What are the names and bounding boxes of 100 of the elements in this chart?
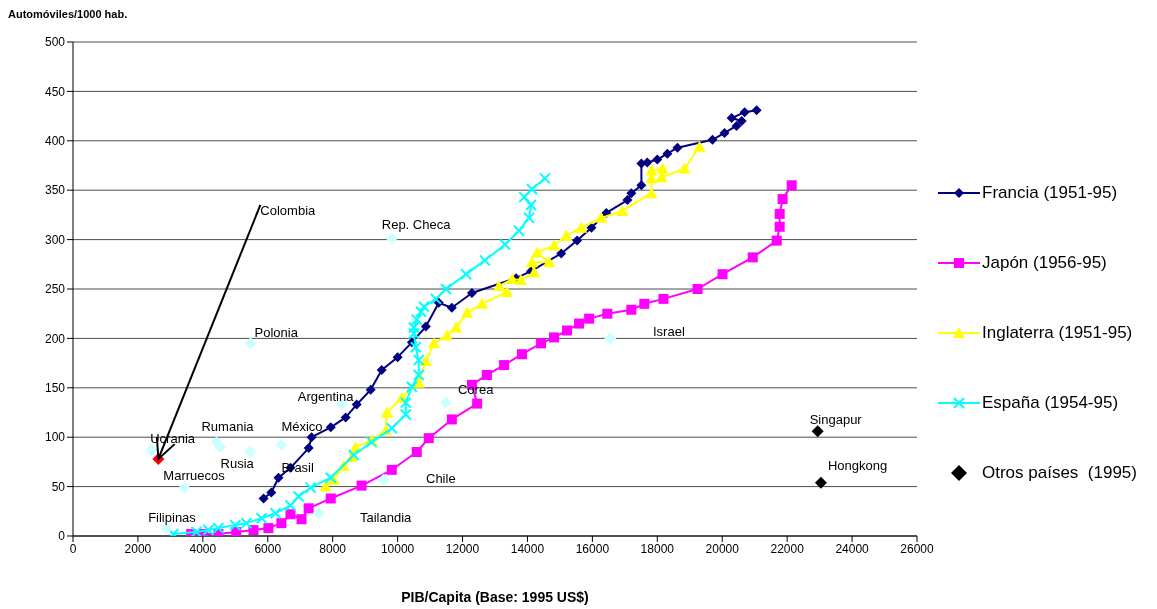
point [514, 274, 527, 286]
x-tick-label: 8000 [319, 541, 347, 556]
annotation: Singapur [809, 412, 863, 428]
y-axis-title: Automóviles/1000 hab. [8, 8, 128, 20]
y-tick-label: 150 [44, 381, 66, 396]
point [365, 384, 376, 395]
point [481, 369, 492, 380]
y-tick-label: 50 [51, 479, 66, 494]
point [731, 120, 742, 131]
point [707, 134, 718, 145]
point [626, 188, 637, 199]
x-tick-label: 6000 [254, 541, 282, 556]
x-tick-label: 12000 [445, 541, 480, 556]
point [719, 127, 730, 138]
point [548, 239, 561, 251]
point [392, 352, 403, 363]
point [439, 283, 452, 295]
legend-label: Japón (1956-95) [982, 253, 1107, 273]
annotation: Argentina [297, 388, 355, 404]
point [399, 408, 412, 421]
point [560, 229, 573, 241]
point [292, 490, 305, 503]
point [602, 308, 613, 319]
point [325, 493, 336, 504]
point [562, 325, 573, 336]
y-tick-label: 250 [44, 282, 66, 297]
point [405, 380, 418, 393]
point [523, 211, 536, 224]
point [536, 338, 547, 349]
point [284, 499, 297, 512]
point [518, 191, 531, 204]
point [423, 433, 434, 444]
point [285, 509, 296, 520]
point [429, 292, 442, 305]
point [751, 105, 762, 116]
point [538, 172, 551, 185]
point [645, 187, 658, 199]
point [574, 318, 585, 329]
point [531, 246, 544, 258]
x-tick-label: 22000 [770, 541, 805, 556]
x-tick-label: 18000 [640, 541, 675, 556]
point [549, 332, 560, 343]
point [275, 439, 288, 452]
point [258, 493, 269, 504]
point [269, 507, 282, 520]
y-tick-label: 450 [44, 84, 66, 99]
point [717, 269, 728, 280]
annotation: Filipinas [148, 510, 197, 526]
point [492, 280, 505, 292]
point [386, 464, 397, 475]
legend-label: Otros países (1995) [982, 463, 1137, 483]
point [499, 238, 512, 251]
point [526, 256, 539, 268]
point [575, 221, 588, 233]
point [439, 396, 452, 409]
point [340, 412, 351, 423]
point [306, 432, 317, 443]
y-tick-label: 0 [58, 529, 66, 544]
point [774, 221, 785, 232]
point [466, 287, 477, 298]
point [420, 321, 431, 332]
point [626, 304, 637, 315]
y-tick-label: 100 [44, 430, 66, 445]
point [178, 481, 191, 494]
point [303, 443, 314, 454]
point [543, 256, 556, 268]
point [501, 285, 514, 297]
point [616, 204, 629, 216]
point [526, 183, 539, 196]
x-tick-label: 0 [69, 541, 77, 556]
point [446, 302, 457, 313]
point [255, 512, 268, 525]
point [276, 518, 287, 529]
point [476, 297, 489, 309]
point [736, 116, 747, 127]
x-axis-title: PIB/Capita (Base: 1995 US$) [401, 589, 589, 605]
annotation: Hongkong [827, 457, 888, 473]
point [411, 447, 422, 458]
point [450, 321, 463, 333]
y-tick-label: 300 [44, 232, 66, 247]
point [777, 194, 788, 205]
point [747, 252, 758, 263]
point [726, 113, 737, 124]
point [248, 525, 259, 536]
point [409, 341, 422, 354]
point [417, 300, 430, 313]
legend-label: Francia (1951-95) [982, 183, 1118, 203]
annotation: Rumania [201, 419, 255, 435]
x-tick-label: 2000 [124, 541, 152, 556]
point [244, 337, 257, 350]
point [407, 321, 420, 334]
point [516, 349, 527, 360]
point [440, 329, 453, 341]
point [692, 284, 703, 294]
annotation: Polonia [254, 325, 299, 341]
point [266, 487, 277, 498]
x-tick-label: 26000 [900, 541, 935, 556]
legend-label: España (1954-95) [982, 393, 1119, 413]
point [786, 180, 797, 191]
point [427, 337, 440, 349]
